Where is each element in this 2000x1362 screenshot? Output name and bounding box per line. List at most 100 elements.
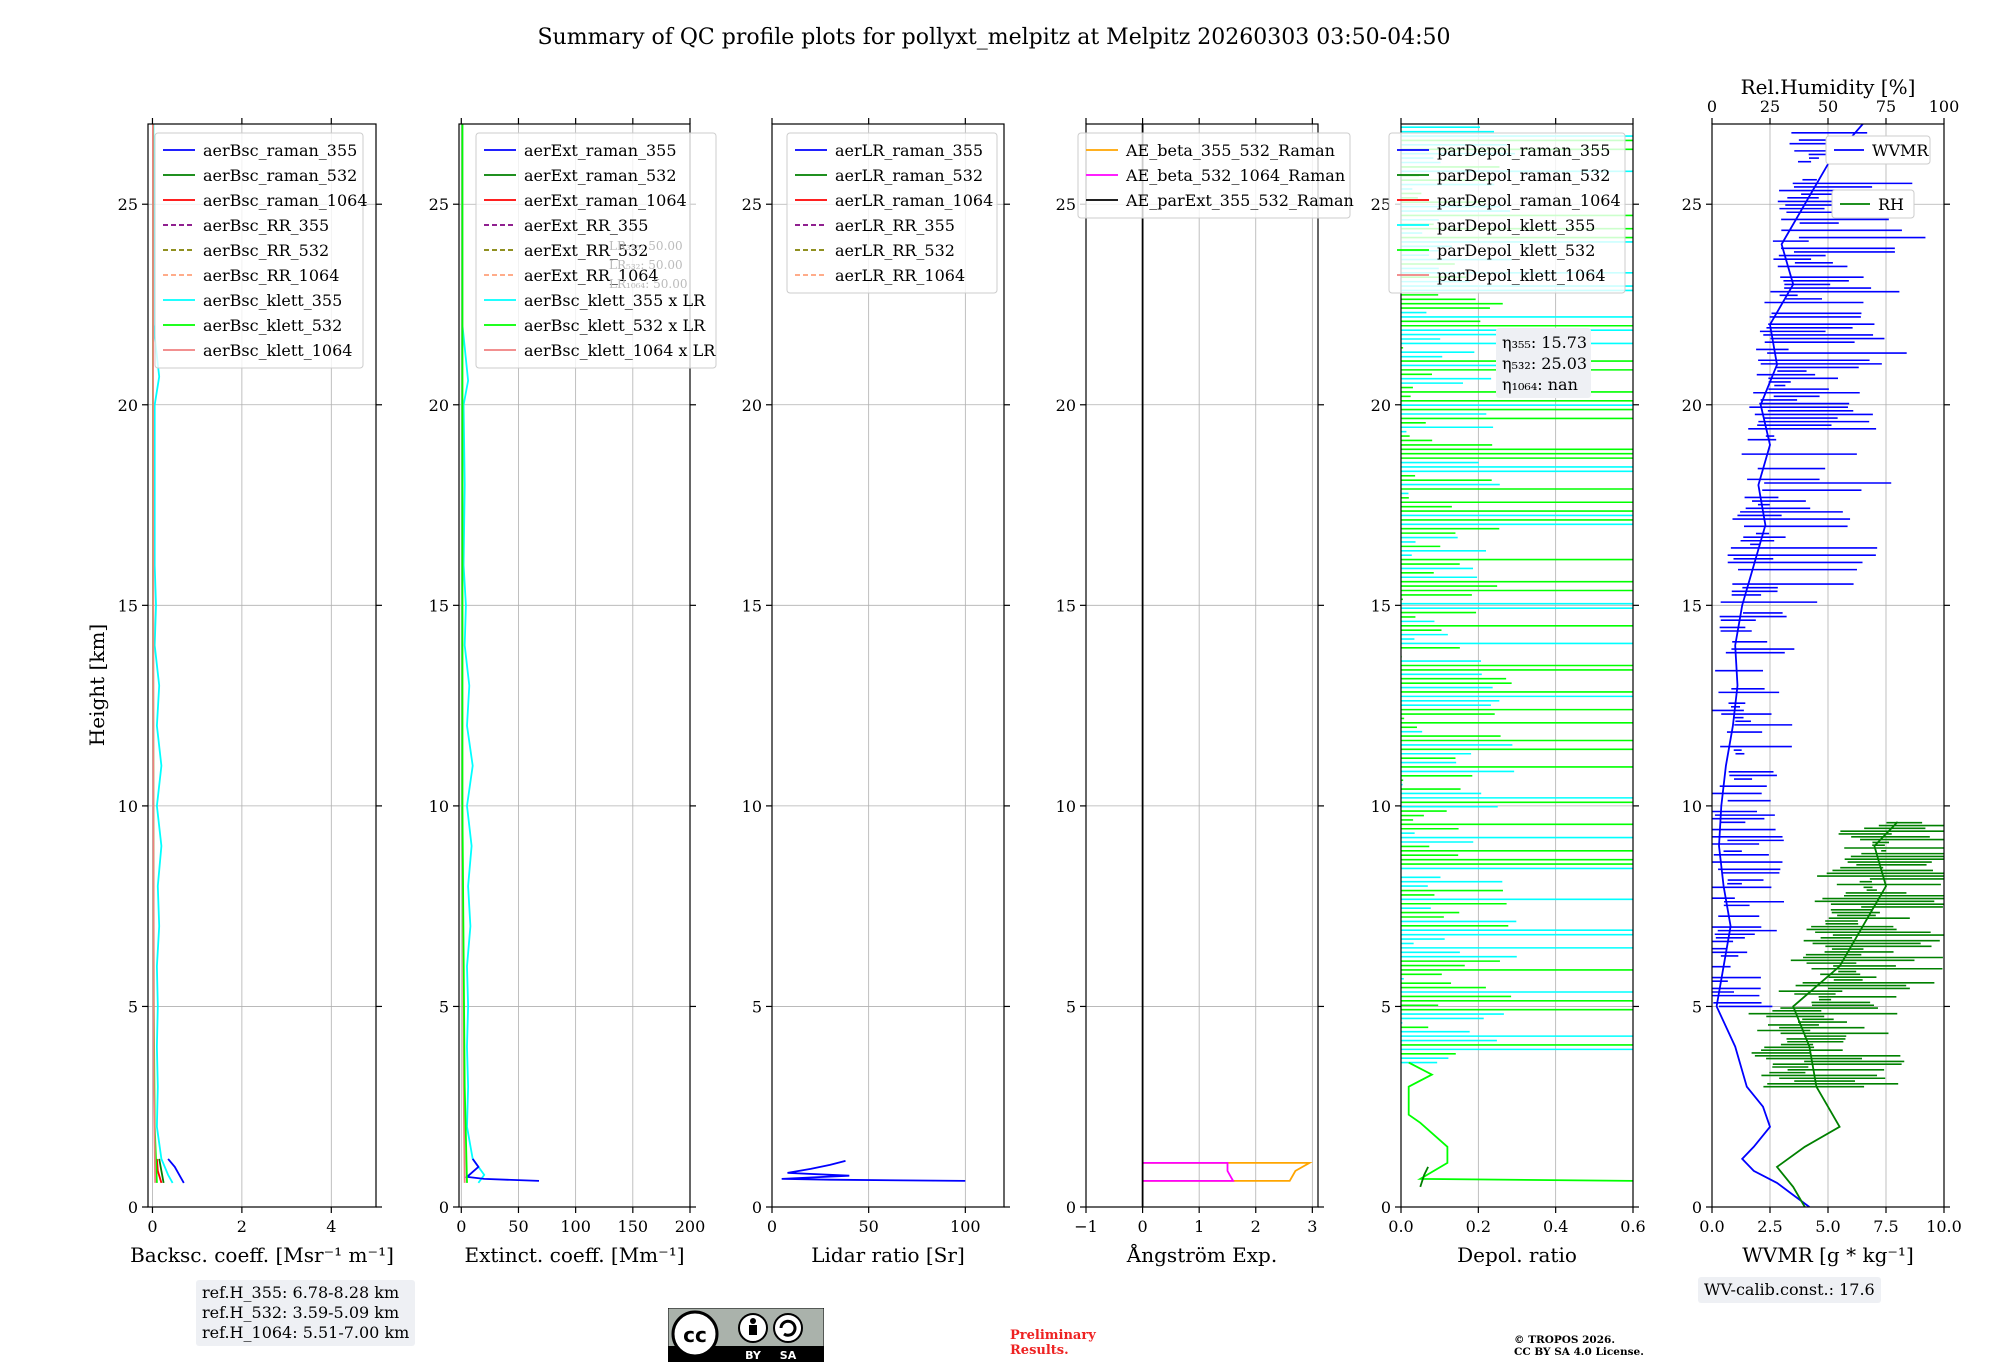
x-tick-label: 100 (950, 1217, 981, 1236)
legend-label: AE_parExt_355_532_Raman (1125, 191, 1354, 210)
wv-calibration-box: WV-calib.const.: 17.6 (1698, 1277, 1881, 1303)
svg-text:BY: BY (745, 1349, 762, 1362)
x-tick-label: 4 (326, 1217, 336, 1236)
depol-factor-annotation: η₅₃₂: 25.03 (1502, 354, 1587, 373)
svg-text:cc: cc (683, 1323, 707, 1347)
x-axis-label: Backsc. coeff. [Msr⁻¹ m⁻¹] (130, 1243, 394, 1267)
depol-factor-box (1496, 328, 1591, 398)
svg-text:SA: SA (780, 1349, 797, 1362)
x-tick-label: 2 (1251, 1217, 1261, 1236)
x-tick-label: 0 (1137, 1217, 1147, 1236)
depol-factor-annotation: η₃₅₅: 15.73 (1502, 333, 1587, 352)
legend-label: aerLR_raman_355 (835, 141, 983, 160)
legend-label: aerExt_raman_355 (524, 141, 677, 160)
cc-icon (671, 1310, 719, 1358)
series-aerbsc-klett-355 (152, 124, 174, 1184)
series-aerlr-raman-355 (781, 1160, 966, 1182)
x-tick-label: 0.2 (1466, 1217, 1491, 1236)
y-tick-label: 10 (1371, 797, 1391, 816)
ref-height-1064: ref.H_1064: 5.51-7.00 km (202, 1323, 410, 1342)
axes-frame (1085, 123, 1319, 1208)
legend-label: RH (1878, 195, 1904, 214)
y-tick-label: 10 (1682, 797, 1702, 816)
x2-axis-label: Rel.Humidity [%] (1741, 75, 1916, 99)
x-axis-label: Depol. ratio (1457, 1243, 1577, 1267)
legend-label: WVMR (1872, 141, 1929, 160)
x-tick-label: 150 (618, 1217, 649, 1236)
y-tick-label: 20 (1682, 396, 1702, 415)
legend-label: aerLR_raman_1064 (835, 191, 993, 210)
legend-label: aerBsc_raman_1064 (203, 191, 368, 210)
series-aerbsc-klett-1064 (152, 124, 157, 1183)
legend-label: aerLR_RR_1064 (835, 266, 965, 285)
ref-height-532: ref.H_532: 3.59-5.09 km (202, 1303, 400, 1322)
y-tick-label: 5 (1066, 997, 1076, 1016)
x-tick-label: 0.6 (1620, 1217, 1645, 1236)
legend-label: aerBsc_klett_1064 (203, 341, 352, 360)
reference-height-box: ref.H_355: 6.78-8.28 km ref.H_532: 3.59-… (196, 1280, 416, 1346)
legend-box (1831, 189, 1915, 219)
legend-label: aerExt_RR_532 (524, 241, 648, 260)
y-tick-label: 10 (429, 797, 449, 816)
legend-label: aerBsc_raman_355 (203, 141, 357, 160)
y-tick-label: 15 (429, 596, 449, 615)
series-ae-beta-355-532-raman (1142, 1162, 1313, 1182)
series-aerbsc-klett-532-x-lr (461, 124, 468, 1183)
y-tick-label: 10 (118, 797, 138, 816)
y-tick-label: 5 (128, 997, 138, 1016)
legend-label: aerBsc_klett_355 x LR (524, 291, 706, 310)
cc-by-sa-license-badge: cc BY SA (668, 1308, 824, 1362)
x-tick-label: 50 (508, 1217, 528, 1236)
y-tick-label: 25 (429, 195, 449, 214)
y-tick-label: 15 (1371, 596, 1391, 615)
legend-label: parDepol_raman_355 (1437, 141, 1610, 160)
legend-label: parDepol_raman_532 (1437, 166, 1610, 185)
lidar-ratio-annotation: LR₃₅₅: 50.00 (609, 239, 683, 253)
panel-depol: 0.0 0.2 0.4 0.6 0 5 10 15 20 25 Depol. ratio parDep… (1371, 118, 1646, 1267)
x-tick-label: 1 (1194, 1217, 1204, 1236)
y-tick-label: 0 (439, 1198, 449, 1217)
legend-label: AE_beta_355_532_Raman (1125, 141, 1335, 160)
series-pardepol-klett-532 (1407, 1061, 1633, 1182)
legend-label: parDepol_klett_355 (1437, 216, 1595, 235)
y-tick-label: 10 (742, 797, 762, 816)
series-aerext-raman-355 (464, 1158, 540, 1182)
legend-label: aerBsc_raman_532 (203, 166, 357, 185)
x-tick-label: 0 (147, 1217, 157, 1236)
legend-label: aerBsc_klett_355 (203, 291, 342, 310)
copyright-note: © TROPOS 2026. CC BY SA 4.0 License. (1514, 1334, 1644, 1358)
y-axis-label: Height [km] (85, 624, 109, 746)
x2-tick-label: 100 (1929, 97, 1960, 116)
axes-frame (771, 123, 1005, 1208)
legend-label: aerBsc_RR_532 (203, 241, 329, 260)
x-tick-label: 0 (767, 1217, 777, 1236)
y-tick-label: 20 (1371, 396, 1391, 415)
legend-label: parDepol_klett_1064 (1437, 266, 1606, 285)
legend-box (475, 132, 717, 369)
legend-label: aerExt_raman_532 (524, 166, 677, 185)
axes-frame (1400, 123, 1634, 1208)
y-tick-label: 25 (1371, 195, 1391, 214)
legend-label: aerBsc_RR_1064 (203, 266, 339, 285)
y-tick-label: 25 (742, 195, 762, 214)
y-tick-label: 0 (1066, 1198, 1076, 1217)
legend-label: aerExt_raman_1064 (524, 191, 687, 210)
x-tick-label: 0 (456, 1217, 466, 1236)
series-aerbsc-klett-355-x-lr (461, 124, 486, 1184)
series-wvmr (1715, 124, 1864, 1207)
series-aerbsc-raman-1064 (156, 1158, 163, 1184)
y-tick-label: 15 (742, 596, 762, 615)
legend-label: aerExt_RR_355 (524, 216, 648, 235)
ref-height-355: ref.H_355: 6.78-8.28 km (202, 1283, 400, 1302)
legend-label: AE_beta_532_1064_Raman (1125, 166, 1345, 185)
legend-label: aerBsc_klett_532 (203, 316, 342, 335)
lidar-ratio-annotation: LR₁₀₆₄: 50.00 (609, 277, 687, 291)
y-tick-label: 0 (1692, 1198, 1702, 1217)
y-tick-label: 0 (1381, 1198, 1391, 1217)
x-tick-label: 10.0 (1926, 1217, 1962, 1236)
legend-label: aerLR_RR_355 (835, 216, 955, 235)
y-tick-label: 20 (429, 396, 449, 415)
preliminary-results-note: Preliminary Results. (1010, 1328, 1096, 1358)
x-axis-label: Ångström Exp. (1126, 1242, 1277, 1267)
legend-label: aerLR_raman_532 (835, 166, 983, 185)
